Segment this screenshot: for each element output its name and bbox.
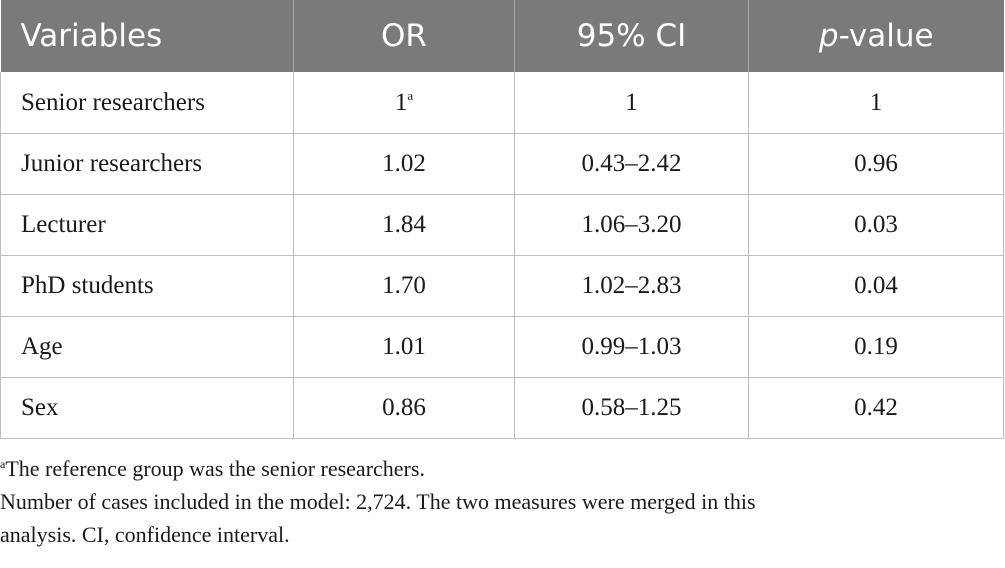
cell-or: 0.86 bbox=[293, 377, 515, 439]
cell-or: 1.02 bbox=[293, 133, 515, 195]
table-body: Senior researchers 1a 1 1 Junior researc… bbox=[0, 72, 1004, 439]
cell-variable: Junior researchers bbox=[0, 133, 294, 195]
cell-ci: 0.99–1.03 bbox=[514, 316, 749, 378]
cell-ci: 1.06–3.20 bbox=[514, 194, 749, 256]
table-row: PhD students 1.70 1.02–2.83 0.04 bbox=[0, 255, 1004, 317]
cell-ci: 1.02–2.83 bbox=[514, 255, 749, 317]
table-header: Variables OR 95% CI p-value bbox=[0, 0, 1004, 72]
cell-or: 1.70 bbox=[293, 255, 515, 317]
table-row: Junior researchers 1.02 0.43–2.42 0.96 bbox=[0, 133, 1004, 195]
cell-or-value: 1 bbox=[394, 88, 408, 116]
footnote-b-line2: analysis. CI, confidence interval. bbox=[0, 522, 290, 547]
header-row: Variables OR 95% CI p-value bbox=[0, 0, 1004, 72]
cell-or: 1.01 bbox=[293, 316, 515, 378]
header-p-suffix: -value bbox=[838, 18, 934, 54]
cell-p-value: 0.04 bbox=[748, 255, 1004, 317]
table-row: Sex 0.86 0.58–1.25 0.42 bbox=[0, 377, 1004, 439]
cell-variable: Sex bbox=[0, 377, 294, 439]
footnote-a-marker: a bbox=[0, 457, 6, 471]
cell-or-footnote-marker: a bbox=[407, 87, 414, 103]
table-row: Age 1.01 0.99–1.03 0.19 bbox=[0, 316, 1004, 378]
cell-variable: Senior researchers bbox=[0, 72, 294, 134]
footnote-a-text: The reference group was the senior resea… bbox=[5, 456, 425, 481]
cell-variable: Lecturer bbox=[0, 194, 294, 256]
cell-p-value: 0.03 bbox=[748, 194, 1004, 256]
header-or: OR bbox=[293, 0, 515, 72]
odds-ratio-table: Variables OR 95% CI p-value Senior resea… bbox=[0, 0, 1004, 439]
cell-or: 1a bbox=[293, 72, 515, 134]
results-table-container: Variables OR 95% CI p-value Senior resea… bbox=[0, 0, 1004, 439]
cell-p-value: 0.19 bbox=[748, 316, 1004, 378]
header-variables: Variables bbox=[0, 0, 294, 72]
footnote-b-line1: Number of cases included in the model: 2… bbox=[0, 489, 756, 514]
table-footnotes: aThe reference group was the senior rese… bbox=[0, 452, 1000, 551]
header-ci: 95% CI bbox=[514, 0, 749, 72]
cell-p-value: 0.42 bbox=[748, 377, 1004, 439]
cell-p-value: 0.96 bbox=[748, 133, 1004, 195]
footnote-a: aThe reference group was the senior rese… bbox=[0, 452, 1000, 485]
cell-variable: PhD students bbox=[0, 255, 294, 317]
header-p-italic: p bbox=[818, 18, 839, 54]
cell-or: 1.84 bbox=[293, 194, 515, 256]
table-row: Senior researchers 1a 1 1 bbox=[0, 72, 1004, 134]
cell-variable: Age bbox=[0, 316, 294, 378]
header-p-value: p-value bbox=[748, 0, 1004, 72]
cell-ci: 1 bbox=[514, 72, 749, 134]
cell-ci: 0.58–1.25 bbox=[514, 377, 749, 439]
table-row: Lecturer 1.84 1.06–3.20 0.03 bbox=[0, 194, 1004, 256]
cell-ci: 0.43–2.42 bbox=[514, 133, 749, 195]
cell-p-value: 1 bbox=[748, 72, 1004, 134]
